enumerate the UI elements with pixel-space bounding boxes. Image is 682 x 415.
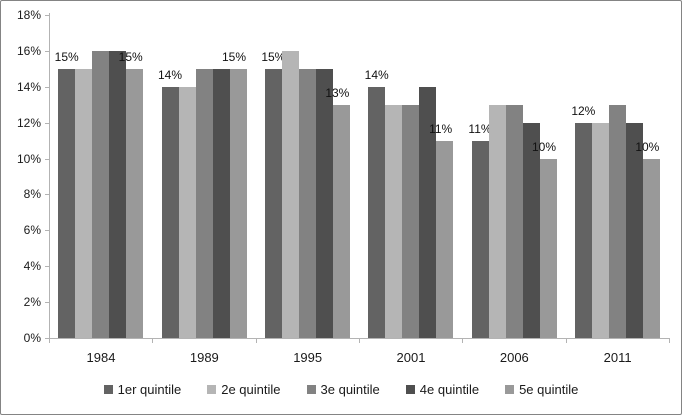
y-tick-mark — [45, 338, 50, 339]
x-category-label: 2006 — [499, 350, 529, 365]
data-label: 15% — [261, 49, 286, 64]
y-tick-mark — [45, 194, 50, 196]
legend-marker-icon — [207, 385, 217, 394]
data-label: 11% — [429, 121, 453, 136]
x-axis-line — [49, 338, 670, 339]
y-tick-mark — [45, 302, 50, 304]
legend-marker-icon — [505, 385, 515, 394]
bar-3e-quintile-1984 — [92, 50, 110, 338]
legend-label: 4e quintile — [419, 382, 480, 397]
legend-marker-icon — [306, 385, 316, 394]
data-label: 14% — [364, 67, 389, 82]
y-tick-mark — [45, 50, 50, 52]
legend-item-3e-quintile: 3e quintile — [306, 382, 380, 397]
bar-4e-quintile-2006 — [522, 122, 540, 338]
bar-3e-quintile-2011 — [608, 104, 626, 338]
legend-marker-icon — [405, 385, 415, 394]
y-tick-label: 6% — [23, 223, 41, 238]
bar-1er-quintile-1984 — [58, 68, 76, 338]
bar-2e-quintile-1989 — [178, 86, 196, 338]
legend-label: 1er quintile — [117, 382, 182, 397]
x-category-label: 1984 — [86, 350, 116, 365]
bar-1er-quintile-1989 — [161, 86, 179, 338]
legend-label: 5e quintile — [519, 382, 579, 397]
bar-5e-quintile-1984 — [126, 68, 144, 338]
bar-1er-quintile-2011 — [574, 122, 592, 338]
bar-5e-quintile-2001 — [436, 140, 454, 338]
x-category-label: 1989 — [189, 350, 219, 365]
y-tick-mark — [45, 266, 50, 268]
y-tick-label: 8% — [23, 187, 41, 202]
x-tick-mark — [462, 339, 464, 343]
bar-2e-quintile-2011 — [591, 122, 609, 338]
bar-1er-quintile-2006 — [471, 140, 489, 338]
legend-item-5e-quintile: 5e quintile — [505, 382, 578, 397]
y-tick-mark — [45, 86, 50, 88]
x-tick-mark — [49, 339, 50, 343]
bar-4e-quintile-2011 — [625, 122, 643, 338]
y-tick-label: 14% — [16, 79, 41, 94]
legend-item-4e-quintile: 4e quintile — [405, 382, 480, 397]
data-label: 10% — [531, 139, 557, 154]
bar-4e-quintile-2001 — [419, 86, 437, 338]
y-axis-line — [49, 13, 50, 339]
y-tick-mark — [45, 158, 50, 160]
bar-1er-quintile-1995 — [264, 68, 282, 338]
y-tick-mark — [45, 15, 50, 16]
x-tick-mark — [565, 339, 567, 343]
y-tick-label: 10% — [16, 151, 41, 166]
x-tick-mark — [255, 339, 257, 343]
data-label: 15% — [118, 49, 143, 64]
legend-label: 2e quintile — [221, 382, 281, 397]
data-label: 13% — [325, 85, 350, 100]
legend-item-2e-quintile: 2e quintile — [207, 382, 281, 397]
x-category-label: 1995 — [293, 350, 323, 365]
bar-4e-quintile-1989 — [212, 68, 230, 338]
x-category-label: 2001 — [396, 350, 426, 365]
bar-5e-quintile-2011 — [642, 158, 660, 338]
bar-5e-quintile-1995 — [332, 104, 350, 338]
y-tick-label: 4% — [23, 259, 41, 274]
y-tick-mark — [45, 230, 50, 232]
bar-5e-quintile-1989 — [229, 68, 247, 338]
bar-2e-quintile-1995 — [281, 50, 299, 338]
legend-item-1er-quintile: 1er quintile — [103, 382, 182, 397]
bar-2e-quintile-1984 — [75, 68, 93, 338]
x-tick-mark — [152, 339, 154, 343]
data-label: 11% — [468, 121, 492, 136]
bar-4e-quintile-1984 — [109, 50, 127, 338]
data-label: 15% — [54, 49, 79, 64]
bar-5e-quintile-2006 — [539, 158, 557, 338]
y-tick-label: 18% — [16, 8, 41, 22]
bar-3e-quintile-1989 — [195, 68, 213, 338]
bar-2e-quintile-2006 — [488, 104, 506, 338]
y-tick-label: 2% — [23, 295, 41, 310]
y-tick-label: 16% — [16, 43, 41, 58]
data-label: 14% — [157, 67, 183, 82]
x-tick-mark — [359, 339, 360, 343]
legend-marker-icon — [103, 385, 113, 394]
y-tick-label: 12% — [16, 115, 41, 130]
data-label: 15% — [221, 49, 247, 64]
bar-3e-quintile-2001 — [402, 104, 420, 338]
bar-2e-quintile-2001 — [385, 104, 403, 338]
legend-label: 3e quintile — [320, 382, 380, 397]
y-tick-label: 0% — [23, 331, 41, 345]
data-label: 12% — [571, 103, 596, 118]
y-tick-mark — [45, 122, 50, 124]
bar-1er-quintile-2001 — [368, 86, 386, 338]
bar-3e-quintile-1995 — [298, 68, 316, 338]
bar-4e-quintile-1995 — [315, 68, 333, 338]
x-tick-mark — [669, 339, 670, 343]
legend: 1er quintile 2e quintile 3e quintile 4e qui… — [1, 382, 681, 397]
data-label: 10% — [635, 139, 660, 154]
x-category-label: 2011 — [603, 350, 632, 365]
bar-3e-quintile-2006 — [505, 104, 523, 338]
